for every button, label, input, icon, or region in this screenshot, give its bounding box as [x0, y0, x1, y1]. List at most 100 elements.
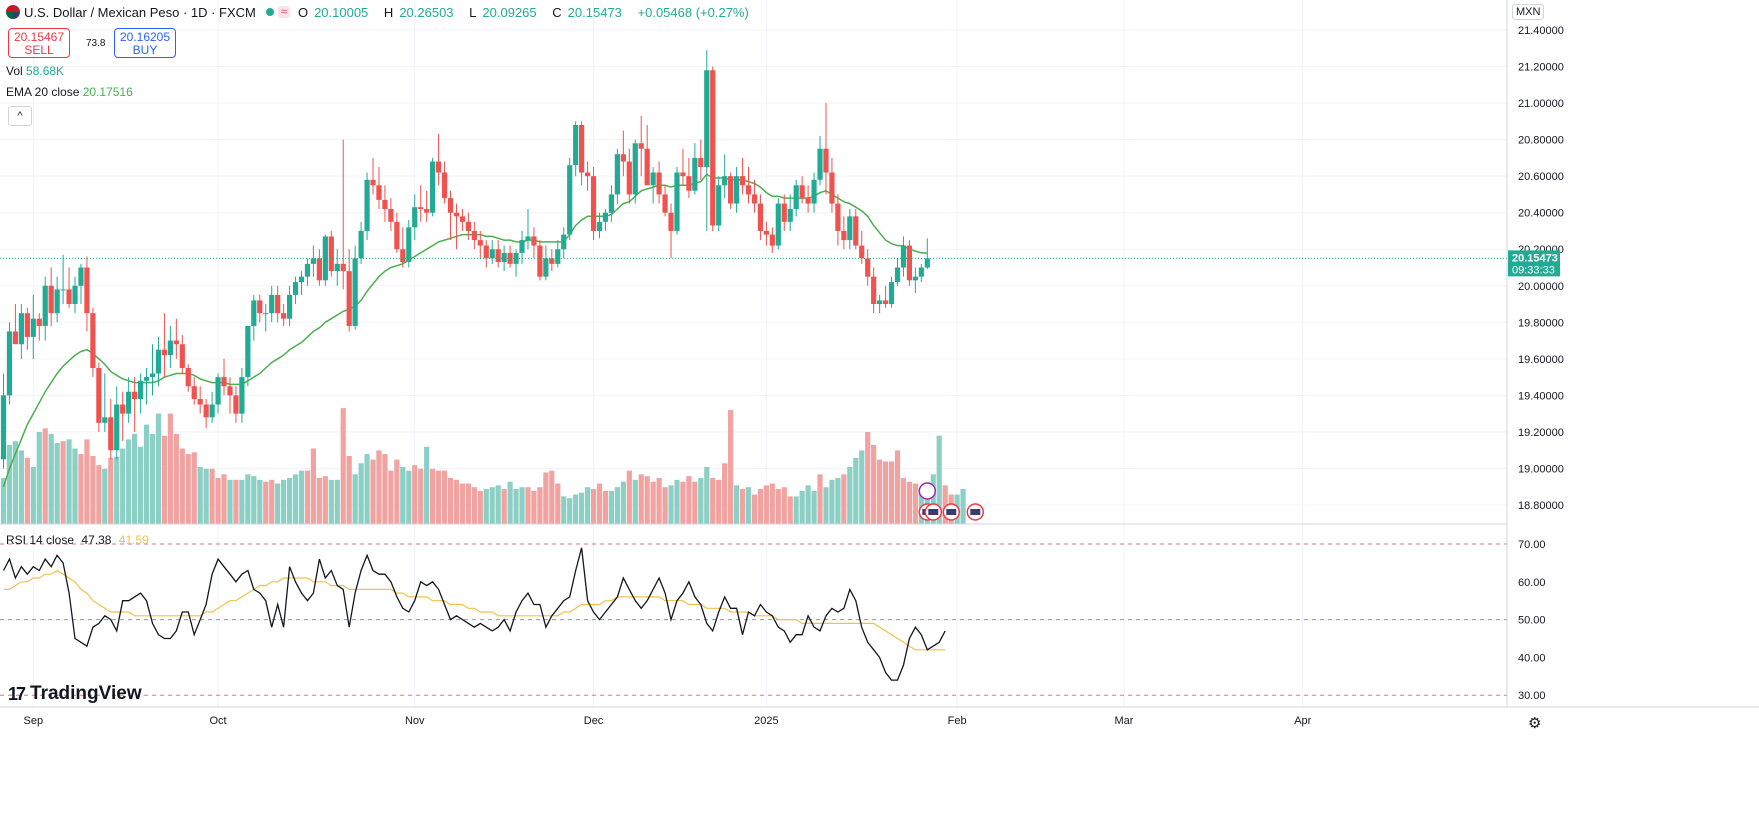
volume-bar [579, 492, 585, 524]
candle-body [775, 203, 781, 246]
rsi-legend[interactable]: RSI 14 close 47.38 41.59 [6, 533, 149, 547]
candle-body [799, 185, 805, 199]
volume-bar [847, 466, 853, 524]
price-tick-label: 19.40000 [1518, 390, 1564, 402]
volume-bar [304, 470, 311, 524]
volume-bar [346, 455, 352, 524]
ema-line [2, 173, 928, 487]
price-tag-countdown: 09:33:33 [1512, 264, 1555, 276]
candle-body [388, 209, 394, 222]
candle-body [865, 258, 871, 277]
volume-bar [650, 481, 656, 524]
candle-body [281, 313, 287, 319]
volume-bar [221, 474, 227, 524]
candle-body [656, 172, 662, 195]
candle-body [173, 340, 179, 345]
candle-body [650, 172, 656, 186]
volume-bar [728, 409, 734, 524]
candle-body [811, 179, 817, 204]
candle-body [537, 245, 543, 277]
candle-body [728, 176, 734, 204]
volume-bar [352, 474, 358, 524]
sell-button[interactable]: 20.15467 SELL [8, 28, 70, 58]
price-tick-label: 21.20000 [1518, 62, 1564, 74]
volume-bar [328, 479, 334, 524]
tradingview-logo[interactable]: 17 TradingView [8, 683, 142, 705]
price-tick-label: 19.60000 [1518, 354, 1564, 366]
volume-bar [769, 483, 775, 524]
settings-gear-icon[interactable]: ⚙ [1528, 715, 1542, 732]
candle-body [418, 207, 424, 210]
candle-body [817, 148, 823, 180]
rsi-sma-value: 41.59 [118, 533, 149, 547]
rsi-tick-label: 60.00 [1518, 577, 1546, 589]
candle-body [900, 245, 907, 268]
volume-bar [269, 479, 275, 524]
candle-body [126, 391, 132, 414]
buy-price: 20.16205 [119, 30, 171, 44]
candle-body [310, 258, 317, 264]
candle-body [668, 212, 674, 231]
ema-legend[interactable]: EMA 20 close 20.17516 [6, 85, 133, 99]
volume-bar [871, 444, 877, 524]
candle-body [680, 172, 686, 177]
buy-button[interactable]: 20.16205 BUY [114, 28, 176, 58]
candle-body [620, 154, 626, 162]
candle-body [376, 185, 382, 200]
volume-bar [173, 433, 179, 524]
volume-bar [823, 487, 829, 524]
rsi-pane [0, 543, 1507, 696]
volume-bar [865, 432, 871, 524]
volume-bar [763, 485, 769, 524]
volume-bar [626, 470, 632, 524]
volume-bar [602, 490, 609, 524]
candle-body [722, 176, 728, 186]
candle-body [733, 176, 740, 204]
volume-legend[interactable]: Vol 58.68K [6, 64, 64, 78]
volume-bar [942, 485, 948, 524]
volume-bar [430, 468, 436, 524]
candle-body [269, 294, 275, 314]
candle-body [626, 161, 632, 195]
event-markers [918, 482, 985, 521]
candle-body [328, 236, 334, 272]
candle-body [24, 313, 30, 337]
volume-bar [263, 481, 269, 524]
volume-bar [24, 457, 30, 524]
time-tick-label: Sep [24, 715, 44, 727]
candle-body [209, 404, 215, 418]
symbol-title[interactable]: U.S. Dollar / Mexican Peso · 1D · FXCM [24, 4, 256, 20]
volume-bar [239, 479, 245, 524]
volume-bar [584, 487, 591, 524]
volume-bar [435, 470, 442, 524]
candles [0, 50, 1507, 469]
volume-bar [167, 413, 173, 524]
candle-body [263, 313, 269, 315]
candle-body [137, 380, 144, 400]
volume-bar [447, 478, 454, 524]
candle-body [769, 234, 775, 246]
rsi-tick-label: 70.00 [1518, 539, 1546, 551]
ema-label: EMA 20 close [6, 85, 80, 99]
rsi-tick-label: 30.00 [1518, 690, 1546, 702]
currency-selector[interactable]: MXN [1512, 4, 1545, 20]
candle-body [275, 294, 281, 314]
candle-body [197, 399, 203, 405]
time-tick-label: Mar [1115, 715, 1134, 727]
volume-bar [477, 490, 483, 524]
candle-body [0, 395, 7, 460]
candle-body [322, 236, 328, 281]
collapse-legend-button[interactable]: ^ [8, 106, 32, 126]
volume-bar [161, 435, 168, 524]
low-value: 20.09265 [482, 4, 537, 20]
wave-icon[interactable]: ≈ [277, 6, 290, 18]
volume-bar [316, 478, 322, 524]
volume-bar [114, 456, 120, 524]
volume-bar [620, 481, 626, 524]
volume-bar [251, 476, 257, 524]
volume-bar [900, 478, 907, 524]
volume-bar [674, 479, 680, 524]
volume-bar [322, 476, 328, 524]
volume-bar [632, 479, 638, 524]
